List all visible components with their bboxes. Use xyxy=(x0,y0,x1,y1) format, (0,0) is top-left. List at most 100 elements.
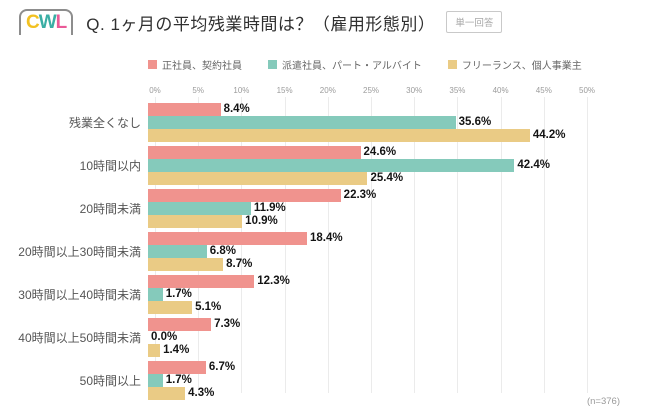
bar-value-label: 5.1% xyxy=(195,300,222,313)
bar-value-label: 6.7% xyxy=(208,360,236,373)
bar-value-label: 42.4% xyxy=(517,158,550,171)
category-group: 20時間未満 22.3% 11.9% 10.9% xyxy=(0,189,650,228)
bar-value-label: 1.7% xyxy=(165,373,192,386)
legend-item: 派遣社員、パート・アルバイト xyxy=(268,57,422,72)
bar-row: 1.4% xyxy=(148,344,240,357)
category-label: 20時間未満 xyxy=(79,202,141,216)
bar-row: 8.7% xyxy=(148,258,343,271)
bar-value-label: 10.9% xyxy=(245,214,278,227)
x-axis-tick: 40% xyxy=(492,86,509,95)
bar-value-label: 22.3% xyxy=(343,188,377,201)
x-axis-tick: 30% xyxy=(406,86,423,95)
gridline xyxy=(457,97,459,393)
bar-value-label: 8.7% xyxy=(226,257,253,270)
bar-row: 8.4% xyxy=(148,103,565,116)
bar xyxy=(148,159,515,172)
gridline xyxy=(371,97,372,393)
logo-letter: W xyxy=(38,12,57,33)
bar-row: 35.6% xyxy=(148,116,565,129)
bar-value-label: 24.6% xyxy=(363,145,397,158)
x-axis-tick: 35% xyxy=(449,86,466,95)
category-label: 残業全くなし xyxy=(68,116,141,130)
logo-letter: L xyxy=(55,12,68,33)
x-axis-tick: 0% xyxy=(149,86,161,95)
bar xyxy=(148,318,212,331)
category-group: 10時間以内 24.6% 42.4% 25.4% xyxy=(0,146,650,185)
bar-row: 5.1% xyxy=(148,301,290,314)
bar-group: 18.4% 6.8% 8.7% xyxy=(148,232,343,271)
bar-value-label: 8.4% xyxy=(223,102,250,115)
bar xyxy=(148,172,368,185)
gridline xyxy=(587,97,588,393)
bar-group: 6.7% 1.7% 4.3% xyxy=(148,361,235,400)
bar-row: 1.7% xyxy=(148,374,235,387)
bar-value-label: 1.7% xyxy=(165,287,192,300)
bar-row: 0.0% xyxy=(148,331,240,344)
gridline xyxy=(241,97,243,393)
bar xyxy=(148,275,255,288)
category-group: 40時間以上50時間未満 7.3% 0.0% 1.4% xyxy=(0,318,650,357)
bar xyxy=(148,116,456,129)
bar-value-label: 1.4% xyxy=(163,343,190,356)
page-title: Q. 1ヶ月の平均残業時間は？（雇用形態別） xyxy=(86,14,436,34)
bar xyxy=(148,215,243,228)
category-label: 10時間以内 xyxy=(79,159,141,173)
bar-value-label: 0.0% xyxy=(151,330,178,343)
legend-label: フリーランス、個人事業主 xyxy=(461,61,582,72)
gridline xyxy=(327,97,329,393)
bar-row: 22.3% xyxy=(148,189,376,202)
bar-group: 8.4% 35.6% 44.2% xyxy=(148,103,565,142)
bar xyxy=(148,202,251,215)
bar-group: 22.3% 11.9% 10.9% xyxy=(148,189,376,228)
category-label: 20時間以上30時間未満 xyxy=(18,245,141,259)
bar-group: 12.3% 1.7% 5.1% xyxy=(148,275,290,314)
category-label: 40時間以上50時間未満 xyxy=(18,331,141,345)
bar xyxy=(148,301,193,314)
bar xyxy=(148,361,206,374)
bar-row: 42.4% xyxy=(148,159,550,172)
category-group: 残業全くなし 8.4% 35.6% 44.2% xyxy=(0,103,650,142)
category-group: 50時間以上 6.7% 1.7% 4.3% xyxy=(0,361,650,400)
bar xyxy=(148,232,307,245)
bar-value-label: 6.8% xyxy=(209,244,236,257)
bar-row: 25.4% xyxy=(148,172,550,185)
bar xyxy=(148,258,224,271)
bar-row: 4.3% xyxy=(148,387,235,400)
x-axis-tick: 5% xyxy=(192,86,204,95)
answer-type-badge: 単一回答 xyxy=(446,11,503,33)
bar-value-label: 11.9% xyxy=(253,201,286,214)
bar-row: 24.6% xyxy=(148,146,550,159)
legend-item: フリーランス、個人事業主 xyxy=(447,57,582,72)
bar-value-label: 35.6% xyxy=(458,115,492,128)
gridline xyxy=(500,97,502,393)
x-axis-tick: 10% xyxy=(233,86,250,95)
bar-value-label: 7.3% xyxy=(214,317,241,330)
x-axis-tick: 20% xyxy=(319,86,336,95)
x-axis-tick: 25% xyxy=(362,86,380,95)
bar-value-label: 18.4% xyxy=(309,231,343,244)
bar-row: 11.9% xyxy=(148,202,376,215)
x-axis: 0% 5% 10% 15% 20% 25% 30% 35% 40% 45% 50% xyxy=(149,86,595,98)
bar-row: 1.7% xyxy=(148,288,290,301)
bar xyxy=(148,129,530,142)
logo-frame-icon xyxy=(19,9,74,35)
bar xyxy=(148,288,163,301)
bar-row: 7.3% xyxy=(148,318,240,331)
gridline xyxy=(284,97,286,393)
bar xyxy=(148,189,341,202)
bar-row: 12.3% xyxy=(148,275,290,288)
category-label: 50時間以上 xyxy=(79,374,141,388)
bar-value-label: 44.2% xyxy=(532,128,566,141)
bar xyxy=(148,387,186,400)
legend-item: 正社員、契約社員 xyxy=(148,57,242,72)
category-label: 30時間以上40時間未満 xyxy=(18,288,141,302)
x-axis-tick: 15% xyxy=(276,86,293,95)
bar-group: 24.6% 42.4% 25.4% xyxy=(148,146,550,185)
legend-swatch-icon xyxy=(268,60,277,69)
category-group: 20時間以上30時間未満 18.4% 6.8% 8.7% xyxy=(0,232,650,271)
gridline xyxy=(414,97,416,393)
bar-rows: 残業全くなし 8.4% 35.6% 44.2% 10時間以内 24.6% 42.4% 25.4… xyxy=(0,103,650,404)
